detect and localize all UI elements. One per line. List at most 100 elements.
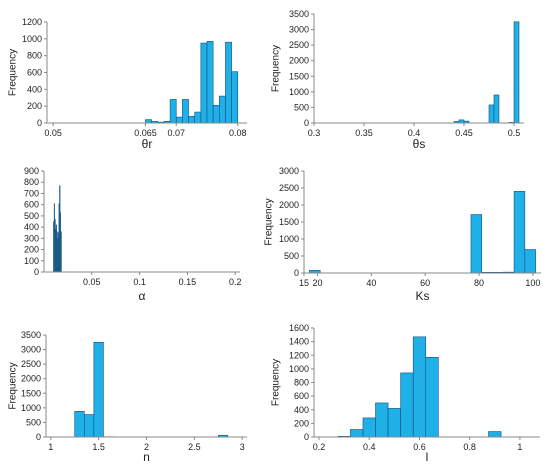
x-tick-label: 15 xyxy=(299,278,309,288)
x-tick-label: 80 xyxy=(474,278,484,288)
histogram-bar xyxy=(182,99,189,124)
histogram-bar xyxy=(225,41,232,124)
y-tick-label: 2000 xyxy=(279,200,299,210)
y-tick-label: 1200 xyxy=(289,350,309,360)
histogram-bar xyxy=(412,336,427,438)
x-axis-title: θs xyxy=(413,137,426,151)
y-tick-label: 2500 xyxy=(279,183,299,193)
x-tick-label: 1.5 xyxy=(92,442,105,452)
x-tick-label: 100 xyxy=(525,278,540,288)
y-tick-label: 200 xyxy=(294,418,309,428)
y-tick-label: 0 xyxy=(37,118,42,128)
y-tick-label: 500 xyxy=(284,251,299,261)
y-tick-label: 1500 xyxy=(289,71,309,81)
histogram-bar xyxy=(83,414,95,438)
histogram-4: 0 500 1000 1500 2000 2500 3000 15 20 40 60 80 100 Fre… xyxy=(264,166,541,303)
y-tick-label: 400 xyxy=(27,84,42,94)
x-tick-label: 0.05 xyxy=(44,128,62,138)
y-tick-label: 1000 xyxy=(22,34,42,44)
y-tick-label: 500 xyxy=(24,211,39,221)
histogram-1: 0 200 400 600 800 1000 1200 0.05 0.065 0.07 0.08 Fr… xyxy=(8,17,247,151)
x-tick-label: 0.2 xyxy=(229,277,242,287)
histogram-bar xyxy=(60,231,62,273)
y-tick-label: 800 xyxy=(27,51,42,61)
y-axis-title: Frequency xyxy=(8,49,19,96)
y-axis-title: Frequency xyxy=(271,359,282,406)
histogram-bar xyxy=(488,431,502,438)
x-tick-label: 0.35 xyxy=(355,128,373,138)
y-tick-label: 0 xyxy=(304,432,309,442)
x-tick-label: 0.4 xyxy=(408,128,421,138)
y-tick-label: 1000 xyxy=(21,403,41,413)
histogram-bar xyxy=(470,214,483,274)
y-tick-label: 1400 xyxy=(289,337,309,347)
x-axis-title: l xyxy=(426,450,429,464)
histogram-bar xyxy=(74,411,85,438)
histogram-bar xyxy=(387,408,401,438)
y-tick-label: 2500 xyxy=(21,359,41,369)
x-tick-label: 0.4 xyxy=(363,442,376,452)
y-tick-label: 600 xyxy=(294,391,309,401)
y-tick-label: 1500 xyxy=(21,388,41,398)
y-axis-title: Frequency xyxy=(8,362,19,409)
histogram-bar xyxy=(212,105,220,124)
histogram-bar xyxy=(350,429,364,438)
x-tick-label: 0.15 xyxy=(179,277,197,287)
x-tick-label: 2.5 xyxy=(188,442,201,452)
y-tick-label: 3500 xyxy=(21,330,41,340)
y-tick-label: 200 xyxy=(27,101,42,111)
histogram-6: 0 200 400 600 800 1000 1200 1400 1600 0.2 0.4 0.6 0.… xyxy=(271,323,540,464)
histogram-bar xyxy=(513,191,526,274)
x-axis-title: n xyxy=(143,450,150,464)
y-tick-label: 3500 xyxy=(289,9,309,19)
histogram-bar xyxy=(488,104,495,124)
histogram-bar xyxy=(169,99,177,124)
y-tick-label: 1000 xyxy=(289,364,309,374)
histogram-bar xyxy=(200,42,208,124)
x-tick-label: 0.1 xyxy=(133,277,146,287)
histogram-bar xyxy=(375,402,389,438)
x-tick-label: 0.08 xyxy=(229,128,247,138)
y-tick-label: 200 xyxy=(24,245,39,255)
histogram-bar xyxy=(145,119,152,124)
y-axis-title: Frequency xyxy=(264,198,275,245)
x-axis-title: Ks xyxy=(415,289,429,303)
y-tick-label: 1000 xyxy=(279,234,299,244)
y-tick-label: 3000 xyxy=(289,25,309,35)
x-tick-label: 20 xyxy=(312,278,322,288)
y-tick-label: 0 xyxy=(304,118,309,128)
y-tick-label: 0 xyxy=(34,267,39,277)
histogram-bar xyxy=(425,356,439,438)
y-tick-label: 3000 xyxy=(279,166,299,176)
x-tick-label: 1 xyxy=(48,442,53,452)
y-tick-label: 0 xyxy=(36,432,41,442)
x-tick-label: 0.45 xyxy=(455,128,473,138)
histogram-bar xyxy=(513,21,520,124)
histogram-bar xyxy=(188,115,195,124)
y-axis-title: Frequency xyxy=(271,45,282,92)
y-tick-label: 1600 xyxy=(289,323,309,333)
y-tick-label: 400 xyxy=(294,405,309,415)
x-tick-label: 0.07 xyxy=(167,128,185,138)
histogram-5: 0 500 1000 1500 2000 2500 3000 3500 1 1.5 2 2.5 3 Fre… xyxy=(8,330,247,464)
histogram-bar xyxy=(400,372,414,438)
y-tick-label: 0 xyxy=(294,268,299,278)
x-tick-label: 0.2 xyxy=(313,442,326,452)
y-tick-label: 1500 xyxy=(279,217,299,227)
y-tick-label: 400 xyxy=(24,222,39,232)
histogram-bar xyxy=(219,95,226,124)
x-tick-label: 0.3 xyxy=(308,128,321,138)
histogram-bar xyxy=(175,116,183,124)
y-tick-label: 600 xyxy=(27,68,42,78)
histogram-2: 0 500 1000 1500 2000 2500 3000 3500 0.3 0.35 0.4 0.… xyxy=(271,9,524,151)
x-tick-label: 0.05 xyxy=(83,277,101,287)
y-tick-label: 2500 xyxy=(289,40,309,50)
y-tick-label: 2000 xyxy=(21,374,41,384)
x-tick-label: 3 xyxy=(240,442,245,452)
y-tick-label: 3000 xyxy=(21,345,41,355)
y-tick-label: 1200 xyxy=(22,17,42,27)
y-tick-label: 900 xyxy=(24,166,39,176)
x-tick-label: 0.6 xyxy=(413,442,426,452)
